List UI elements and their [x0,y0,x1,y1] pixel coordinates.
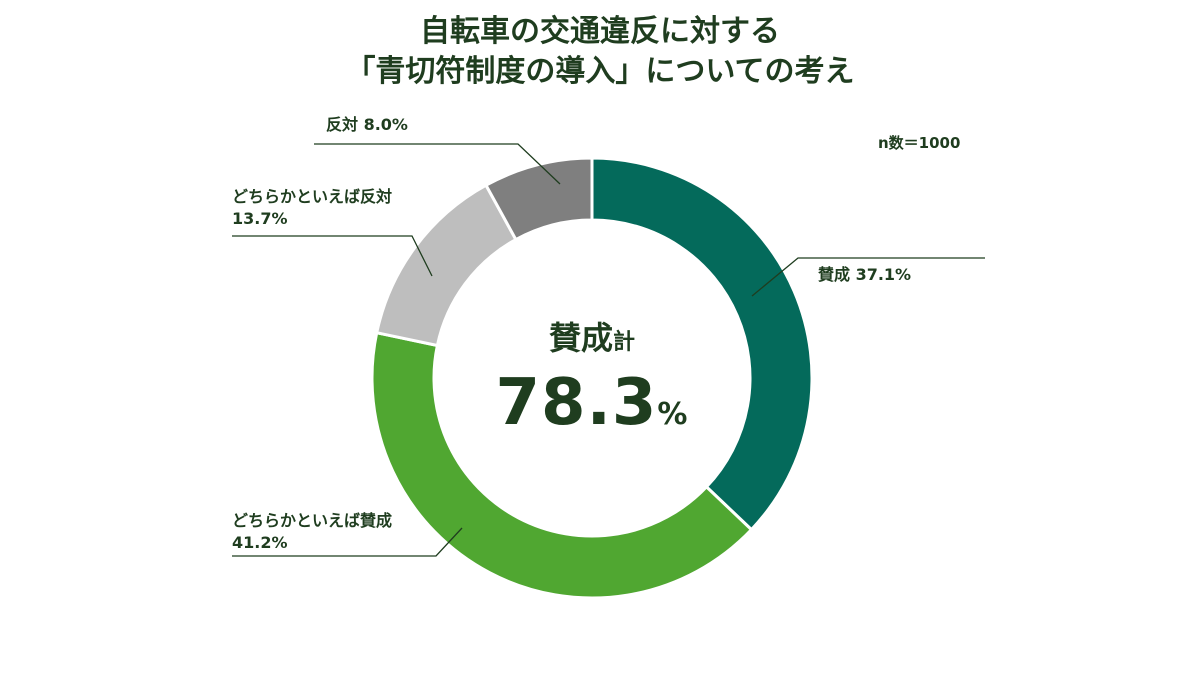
label-somewhat-disagree: どちらかといえば反対 13.7% [232,186,392,230]
donut-slices [370,156,814,600]
label-somewhat-agree: どちらかといえば賛成 41.2% [232,510,392,554]
label-somewhat-disagree-value: 13.7% [232,209,288,228]
center-value: 78.3% [472,363,712,455]
leader-disagree [314,143,561,185]
center-value-unit: % [657,397,689,432]
slice-agree [590,156,814,532]
slice-somewhat-agree [370,330,754,600]
sample-size: n数＝1000 [878,134,961,152]
label-somewhat-agree-name: どちらかといえば賛成 [232,511,393,530]
center-title-suffix: 計 [613,330,636,355]
leader-somewhat-disagree [232,235,433,277]
label-somewhat-disagree-name: どちらかといえば反対 [232,187,393,206]
center-value-number: 78.3 [495,366,658,440]
label-disagree: 反対 8.0% [326,115,408,134]
label-somewhat-agree-value: 41.2% [232,533,288,552]
center-title: 賛成計 [472,318,712,363]
chart-title: 自転車の交通違反に対する 「青切符制度の導入」についての考え [0,12,1200,92]
center-title-main: 賛成 [548,319,613,357]
leader-somewhat-agree [232,527,463,557]
leader-agree [751,257,985,297]
slice-disagree [483,156,594,242]
leader-lines [232,143,985,557]
center-summary: 賛成計 78.3% [472,318,712,455]
title-line-2: 「青切符制度の導入」についての考え [345,54,855,89]
label-agree: 賛成 37.1% [818,265,912,284]
title-line-1: 自転車の交通違反に対する [420,14,780,49]
